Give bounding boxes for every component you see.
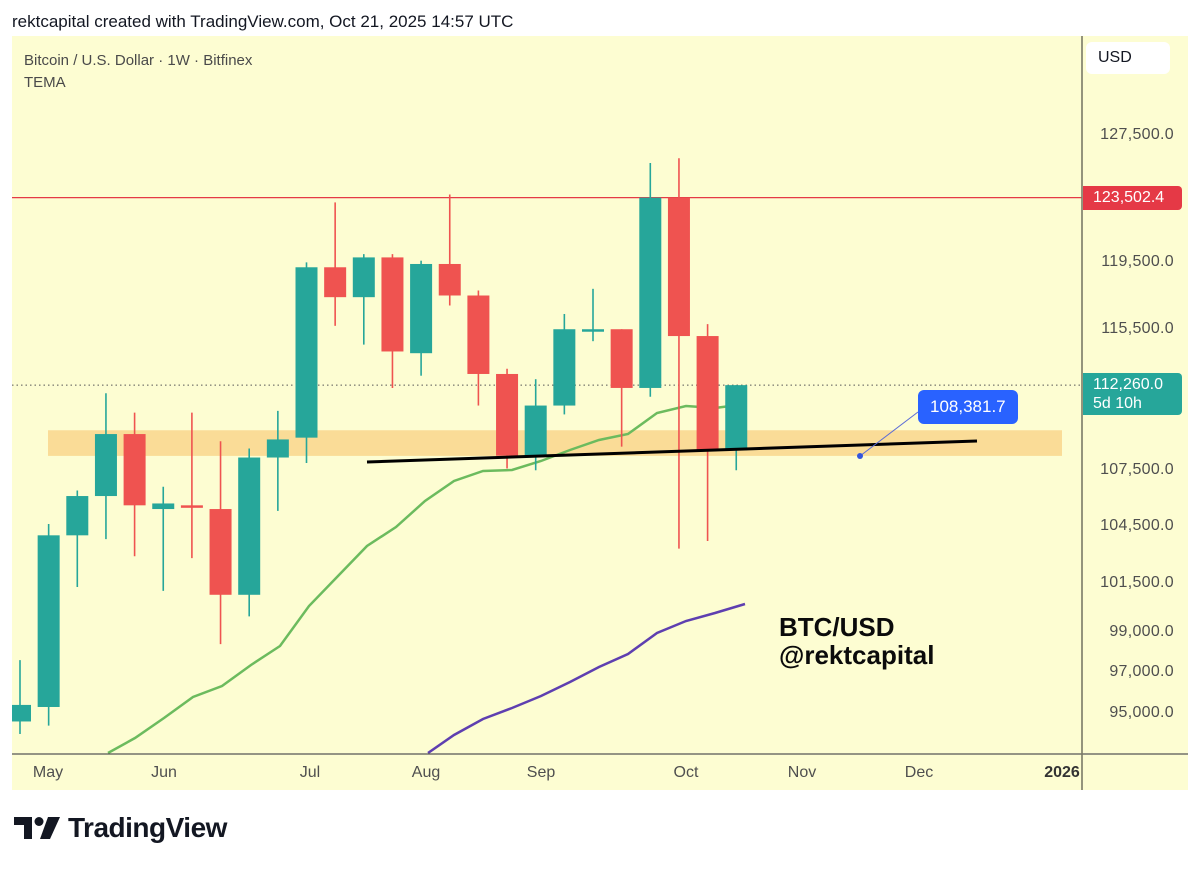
indicator-label[interactable]: TEMA: [24, 74, 66, 91]
chart-panel[interactable]: Bitcoin / U.S. Dollar · 1W · Bitfinex TE…: [12, 36, 1188, 790]
candle-body: [238, 457, 261, 595]
candle-body: [667, 197, 690, 337]
price-tick-label: 107,500.0: [1100, 461, 1174, 479]
currency-selector[interactable]: USD: [1086, 42, 1170, 74]
time-tick-label: Nov: [787, 764, 817, 781]
candle-body: [66, 496, 89, 536]
time-tick-label: Oct: [673, 764, 699, 781]
last-price-badge: 112,260.0 5d 10h: [1083, 373, 1182, 416]
price-tick-label: 101,500.0: [1100, 574, 1174, 592]
candle-body: [524, 405, 547, 456]
resistance-price-text: 123,502.4: [1093, 188, 1165, 206]
candle-body: [123, 434, 146, 506]
candle-body: [209, 509, 232, 595]
price-tick-label: 97,000.0: [1109, 663, 1174, 681]
candle-body: [94, 434, 117, 497]
candle-body: [582, 329, 604, 332]
tradingview-logo-icon: [14, 817, 60, 839]
candle-body: [381, 257, 404, 352]
attribution-header: rektcapital created with TradingView.com…: [12, 12, 514, 31]
time-tick-label: Dec: [904, 764, 934, 781]
watermark-line-1: BTC/USD: [779, 612, 895, 642]
price-tick-label: 119,500.0: [1101, 253, 1174, 271]
candle-body: [410, 263, 433, 354]
tradingview-wordmark: TradingView: [68, 812, 227, 843]
time-tick-label: Sep: [526, 764, 556, 781]
candle-body: [438, 263, 461, 296]
candlestick-plot[interactable]: [12, 36, 1188, 790]
resistance-price-badge: 123,502.4: [1083, 185, 1182, 210]
candle-body: [610, 329, 633, 388]
chart-watermark-text: BTC/USD @rektcapital: [779, 613, 934, 669]
candle-body: [12, 704, 31, 722]
price-callout[interactable]: 108,381.7: [918, 390, 1018, 424]
price-tick-label: 95,000.0: [1109, 704, 1174, 722]
time-tick-label: 2026: [1044, 764, 1080, 781]
watermark-line-2: @rektcapital: [779, 640, 935, 670]
chart-legend: Bitcoin / U.S. Dollar · 1W · Bitfinex TE…: [24, 50, 252, 94]
tema-green-line: [107, 403, 739, 754]
callout-connector: [859, 411, 919, 457]
candle-body: [639, 197, 662, 388]
candle-body: [152, 503, 175, 510]
time-tick-label: Jun: [151, 764, 177, 781]
candle-body: [266, 439, 289, 458]
candle-body: [37, 535, 60, 707]
candle-body: [553, 329, 576, 406]
tradingview-logo[interactable]: TradingView: [14, 812, 227, 844]
price-tick-label: 115,500.0: [1101, 320, 1174, 338]
time-tick-label: Aug: [411, 764, 441, 781]
callout-anchor-dot: [857, 453, 863, 459]
candle-body: [496, 373, 519, 456]
symbol-title[interactable]: Bitcoin / U.S. Dollar · 1W · Bitfinex: [24, 52, 253, 69]
candle-body: [725, 385, 748, 451]
candle-body: [180, 505, 203, 508]
candle-body: [696, 336, 719, 451]
candle-body: [352, 257, 375, 298]
bar-countdown: 5d 10h: [1093, 395, 1142, 413]
time-tick-label: Jul: [299, 764, 321, 781]
time-tick-label: May: [32, 764, 64, 781]
tema-purple-line: [427, 602, 746, 754]
candle-body: [324, 267, 347, 298]
last-price-text: 112,260.0: [1093, 376, 1163, 394]
price-tick-label: 127,500.0: [1100, 126, 1174, 143]
candle-body: [467, 295, 490, 374]
candle-body: [295, 267, 318, 438]
price-tick-label: 104,500.0: [1100, 516, 1174, 534]
price-tick-label: 99,000.0: [1109, 623, 1174, 641]
